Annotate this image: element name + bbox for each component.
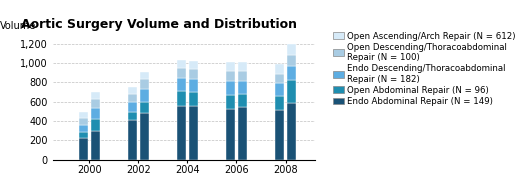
Bar xyxy=(177,78,186,91)
Bar xyxy=(79,132,88,137)
Bar xyxy=(287,80,296,103)
Bar xyxy=(128,120,137,160)
Bar xyxy=(238,81,247,94)
Bar xyxy=(177,91,186,105)
Bar xyxy=(238,71,247,81)
Bar xyxy=(128,112,137,120)
Bar xyxy=(188,61,198,69)
Bar xyxy=(128,102,137,112)
Bar xyxy=(188,106,198,160)
Bar xyxy=(275,96,285,110)
Bar xyxy=(226,109,235,160)
Bar xyxy=(177,68,186,78)
Bar xyxy=(275,64,285,74)
Bar xyxy=(128,94,137,102)
Bar xyxy=(226,62,235,71)
Bar xyxy=(90,108,100,119)
Bar xyxy=(188,79,198,92)
Bar xyxy=(79,137,88,160)
Bar xyxy=(275,74,285,83)
Bar xyxy=(177,60,186,68)
Bar xyxy=(90,131,100,160)
Bar xyxy=(79,118,88,125)
Bar xyxy=(238,94,247,107)
Bar xyxy=(287,44,296,55)
Bar xyxy=(275,110,285,160)
Bar xyxy=(287,103,296,160)
Bar xyxy=(140,89,149,102)
Bar xyxy=(287,55,296,66)
Text: Aortic Surgery Volume and Distribution: Aortic Surgery Volume and Distribution xyxy=(21,18,297,31)
Bar xyxy=(90,99,100,108)
Bar xyxy=(275,83,285,96)
Bar xyxy=(226,95,235,109)
Bar xyxy=(188,92,198,106)
Legend: Open Ascending/Arch Repair (N = 612), Open Descending/Thoracoabdominal
Repair (N: Open Ascending/Arch Repair (N = 612), Op… xyxy=(330,28,519,109)
Bar xyxy=(79,112,88,118)
Bar xyxy=(90,119,100,131)
Bar xyxy=(79,125,88,132)
Bar xyxy=(287,66,296,80)
Bar xyxy=(226,71,235,81)
Bar xyxy=(140,102,149,113)
Bar xyxy=(140,79,149,89)
Bar xyxy=(177,105,186,160)
Bar xyxy=(140,72,149,79)
Bar xyxy=(90,92,100,99)
Bar xyxy=(226,81,235,95)
Y-axis label: Volume: Volume xyxy=(0,21,37,31)
Bar xyxy=(140,113,149,160)
Bar xyxy=(188,69,198,79)
Bar xyxy=(238,62,247,71)
Bar xyxy=(128,87,137,94)
Bar xyxy=(238,107,247,160)
